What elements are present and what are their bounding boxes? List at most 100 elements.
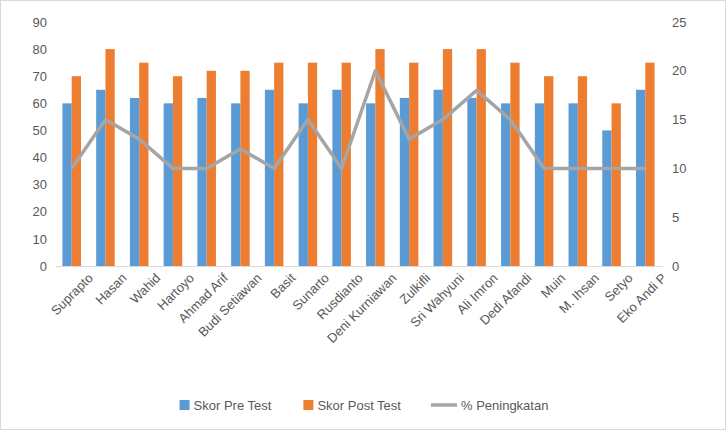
marks — [62, 49, 654, 266]
bar — [645, 63, 654, 266]
y2-axis-tick-label: 5 — [672, 210, 679, 225]
y2-axis-tick: 20 — [662, 63, 686, 78]
bar — [602, 130, 611, 266]
bar-series — [72, 49, 655, 266]
y2-axis-tick-label: 20 — [672, 63, 686, 78]
y-axis-tick: 50 — [33, 123, 55, 138]
legend-item: % Peningkatan — [431, 398, 548, 413]
y-axis-tick: 20 — [33, 204, 55, 219]
y-axis-tick-label: 50 — [33, 123, 47, 138]
x-axis-tick-label: Budi Setiawan — [195, 270, 264, 339]
x-axis-tick: Muin — [538, 266, 569, 301]
y-axis-tick: 60 — [33, 96, 55, 111]
y-axis-tick-label: 30 — [33, 177, 47, 192]
x-axis-tick-label: Sri Wahyuni — [407, 270, 467, 330]
bar — [443, 49, 452, 266]
x-axis-tick: Deni Kurniawan — [324, 266, 400, 346]
y-axis-tick-label: 60 — [33, 96, 47, 111]
x-axis-tick: Basit — [267, 266, 298, 301]
legend-label: % Peningkatan — [461, 398, 548, 413]
x-axis-tick-label: Hasan — [92, 270, 129, 307]
chart: 0 10 20 30 40 50 60 70 80 90 0 5 10 15 20 25 SupraptoHas… — [0, 0, 726, 430]
bar — [467, 98, 476, 266]
legend-label: Skor Pre Test — [194, 398, 272, 413]
x-axis-tick: Budi Setiawan — [195, 266, 264, 340]
bar — [265, 90, 274, 266]
legend-item: Skor Post Test — [303, 398, 401, 413]
line — [72, 71, 646, 169]
y-axis-tick-label: 90 — [33, 15, 47, 30]
x-axis-tick: Suprapto — [48, 266, 96, 318]
bar — [332, 90, 341, 266]
y-axis-tick-label: 80 — [33, 42, 47, 57]
bar — [62, 103, 71, 266]
y-axis-tick: 30 — [33, 177, 55, 192]
y2-axis-tick-label: 25 — [672, 15, 686, 30]
x-axis-tick-label: M. Ihsan — [556, 270, 602, 316]
legend-item: Skor Pre Test — [180, 398, 272, 413]
y-axis-tick: 0 — [40, 259, 55, 274]
bar — [501, 103, 510, 266]
y2-axis-tick-label: 15 — [672, 112, 686, 127]
y2-axis: 0 5 10 15 20 25 — [662, 15, 686, 274]
legend-label: Skor Post Test — [317, 398, 401, 413]
y-axis-tick-label: 70 — [33, 69, 47, 84]
bar — [544, 76, 553, 266]
y2-axis-tick: 0 — [662, 259, 679, 274]
x-axis-tick-label: Eko Andi P — [614, 270, 670, 326]
y-axis-tick: 70 — [33, 69, 55, 84]
bar — [72, 76, 81, 266]
x-axis-tick-label: Dedi Afandi — [477, 270, 535, 328]
bar-series — [62, 90, 645, 266]
bar — [434, 90, 443, 266]
x-axis-tick: Sri Wahyuni — [407, 266, 467, 330]
legend-swatch — [431, 403, 457, 407]
plot: 0 10 20 30 40 50 60 70 80 90 0 5 10 15 20 25 SupraptoHas… — [33, 15, 687, 346]
bar — [96, 90, 105, 266]
bar — [308, 63, 317, 266]
y2-axis-tick-label: 0 — [672, 259, 679, 274]
x-axis-tick-label: Muin — [538, 270, 569, 301]
y-axis-tick-label: 0 — [40, 259, 47, 274]
legend: Skor Pre Test Skor Post Test % Peningkatan — [180, 398, 549, 413]
y-axis-line — [55, 23, 56, 267]
y2-axis-tick: 5 — [662, 210, 679, 225]
y2-axis-tick-label: 10 — [672, 161, 686, 176]
bar — [240, 71, 249, 266]
legend-swatch — [303, 400, 313, 410]
y-axis-tick: 80 — [33, 42, 55, 57]
y2-axis-tick: 15 — [662, 112, 686, 127]
bar — [105, 49, 114, 266]
chart-border — [1, 1, 726, 430]
y-axis-tick: 40 — [33, 150, 55, 165]
bar — [197, 98, 206, 266]
x-axis-tick-label: Suprapto — [48, 270, 96, 318]
bar — [510, 63, 519, 266]
bar — [409, 63, 418, 266]
y2-axis-tick: 10 — [662, 161, 686, 176]
bar — [612, 103, 621, 266]
bar — [569, 103, 578, 266]
y-axis-tick: 90 — [33, 15, 55, 30]
bar — [366, 103, 375, 266]
bar — [636, 90, 645, 266]
x-axis-line — [56, 266, 663, 267]
bar — [231, 103, 240, 266]
y-axis-tick-label: 10 — [33, 232, 47, 247]
bar — [164, 103, 173, 266]
x-axis-tick-label: Deni Kurniawan — [324, 270, 400, 346]
y-axis-tick-label: 40 — [33, 150, 47, 165]
bar — [139, 63, 148, 266]
y-axis: 0 10 20 30 40 50 60 70 80 90 — [33, 15, 56, 274]
x-axis: SupraptoHasanWahidHartoyoAhmad ArifBudi … — [48, 266, 670, 346]
bar — [578, 76, 587, 266]
x-axis-tick: M. Ihsan — [556, 266, 602, 316]
x-axis-tick: Eko Andi P — [614, 266, 670, 326]
y-axis-tick-label: 20 — [33, 204, 47, 219]
legend-swatch — [180, 400, 190, 410]
y-axis-tick: 10 — [33, 232, 55, 247]
bar — [173, 76, 182, 266]
bar — [130, 98, 139, 266]
bar — [477, 49, 486, 266]
x-axis-tick: Hasan — [92, 266, 129, 307]
